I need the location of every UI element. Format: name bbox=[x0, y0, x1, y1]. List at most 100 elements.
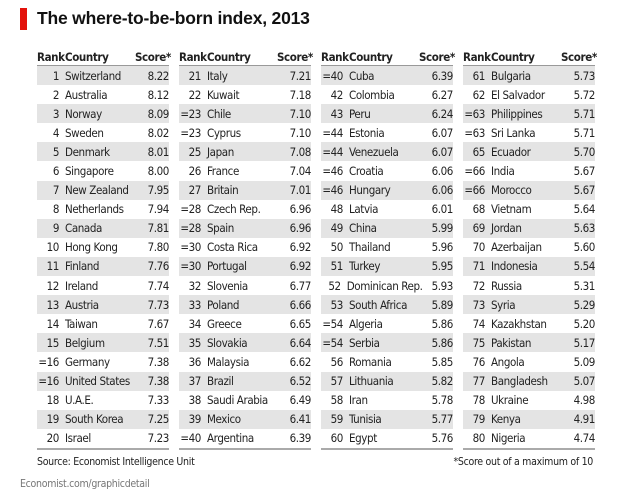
table-row: 70 Azerbaijan 5.60 bbox=[463, 238, 596, 257]
page-title: The where-to-be-born index, 2013 bbox=[37, 8, 310, 28]
header-score: Score* bbox=[135, 49, 171, 64]
country-cell: Angola bbox=[491, 354, 525, 369]
rank-cell: 70 bbox=[472, 240, 486, 255]
rank-cell: 19 bbox=[46, 412, 60, 427]
rank-cell: =63 bbox=[464, 125, 485, 140]
country-cell: Greece bbox=[207, 316, 242, 331]
country-cell: Chile bbox=[207, 106, 231, 121]
score-cell: 5.71 bbox=[573, 106, 596, 121]
country-cell: Sri Lanka bbox=[491, 125, 536, 140]
table-row: 69 Jordan 5.63 bbox=[463, 218, 595, 238]
header-score: Score* bbox=[419, 49, 455, 64]
rank-cell: 53 bbox=[330, 297, 344, 312]
country-cell: Ireland bbox=[65, 278, 98, 293]
rank-cell: 8 bbox=[52, 202, 60, 217]
rank-cell: 75 bbox=[472, 335, 486, 350]
table-row: 68 Vietnam 5.64 bbox=[463, 200, 596, 219]
table-row: 2 Australia 8.12 bbox=[37, 85, 170, 104]
rank-cell: =63 bbox=[464, 106, 485, 121]
table-row: 39 Mexico 6.41 bbox=[179, 409, 311, 429]
rank-cell: 59 bbox=[330, 412, 344, 427]
score-cell: 7.38 bbox=[147, 354, 170, 369]
rank-cell: 42 bbox=[330, 87, 344, 102]
country-cell: Costa Rica bbox=[207, 240, 258, 255]
score-cell: 5.93 bbox=[431, 278, 454, 293]
country-cell: Denmark bbox=[65, 144, 110, 159]
country-cell: Azerbaijan bbox=[491, 240, 542, 255]
country-cell: Cuba bbox=[349, 68, 375, 83]
header-rank: Rank bbox=[179, 49, 207, 64]
score-cell: 5.86 bbox=[431, 316, 454, 331]
country-cell: Britain bbox=[207, 183, 239, 198]
country-cell: Kenya bbox=[491, 412, 521, 427]
table-header: Rank Country Score* bbox=[463, 48, 597, 66]
score-cell: 5.17 bbox=[573, 335, 596, 350]
table-block: Rank Country Score* 61 Bulgaria 5.73 62 El Salv… bbox=[463, 48, 597, 450]
table-row: 18 U.A.E. 7.33 bbox=[37, 391, 170, 410]
score-cell: 5.82 bbox=[431, 374, 454, 389]
table-row: =44 Venezuela 6.07 bbox=[321, 142, 453, 162]
rank-cell: =44 bbox=[322, 125, 343, 140]
country-cell: Japan bbox=[207, 144, 234, 159]
score-cell: 5.64 bbox=[573, 202, 596, 217]
table-row: =16 Germany 7.38 bbox=[37, 352, 169, 371]
table-row: 60 Egypt 5.76 bbox=[321, 429, 454, 448]
rank-cell: 22 bbox=[188, 87, 202, 102]
rank-cell: 52 bbox=[328, 278, 341, 293]
rank-cell: 80 bbox=[472, 431, 486, 446]
brand-bar bbox=[20, 8, 27, 30]
header-score: Score* bbox=[277, 49, 313, 64]
rank-cell: 50 bbox=[330, 240, 344, 255]
score-cell: 7.81 bbox=[147, 221, 170, 236]
rank-cell: 72 bbox=[472, 278, 486, 293]
rank-cell: =30 bbox=[180, 240, 201, 255]
rank-cell: 71 bbox=[472, 259, 486, 274]
header-rank: Rank bbox=[463, 49, 491, 64]
table-row: =30 Costa Rica 6.92 bbox=[179, 238, 311, 257]
country-cell: Germany bbox=[65, 354, 110, 369]
country-cell: Hong Kong bbox=[65, 240, 118, 255]
rank-cell: =16 bbox=[38, 374, 59, 389]
country-cell: Indonesia bbox=[491, 259, 538, 274]
table-row: 77 Bangladesh 5.07 bbox=[463, 371, 595, 391]
source-url: Economist.com/graphicdetail bbox=[20, 478, 150, 490]
table-row: 78 Ukraine 4.98 bbox=[463, 391, 596, 410]
header-rank: Rank bbox=[37, 49, 65, 64]
rank-cell: 49 bbox=[330, 221, 344, 236]
country-cell: Canada bbox=[65, 221, 102, 236]
rank-cell: 6 bbox=[52, 164, 60, 179]
country-cell: Morocco bbox=[491, 183, 532, 198]
table-row: 79 Kenya 4.91 bbox=[463, 409, 595, 429]
table-row: 26 France 7.04 bbox=[179, 161, 312, 180]
score-cell: 5.86 bbox=[431, 335, 454, 350]
score-cell: 7.94 bbox=[147, 202, 170, 217]
rank-cell: 25 bbox=[188, 144, 202, 159]
rank-cell: 58 bbox=[330, 393, 344, 408]
country-cell: Taiwan bbox=[65, 316, 98, 331]
rank-cell: 1 bbox=[52, 68, 60, 83]
score-cell: 7.18 bbox=[289, 87, 312, 102]
score-cell: 6.24 bbox=[431, 106, 454, 121]
country-cell: Estonia bbox=[349, 125, 385, 140]
rank-cell: 43 bbox=[330, 106, 344, 121]
score-cell: 5.89 bbox=[431, 297, 454, 312]
country-cell: Hungary bbox=[349, 183, 391, 198]
country-cell: Ukraine bbox=[491, 393, 529, 408]
score-cell: 6.49 bbox=[289, 393, 312, 408]
rank-cell: =23 bbox=[180, 106, 201, 121]
score-cell: 8.22 bbox=[147, 68, 170, 83]
score-cell: 6.96 bbox=[289, 221, 312, 236]
table-row: 8 Netherlands 7.94 bbox=[37, 200, 170, 219]
score-cell: 5.60 bbox=[573, 240, 596, 255]
rank-cell: 5 bbox=[52, 144, 60, 159]
table-row: 75 Pakistan 5.17 bbox=[463, 333, 596, 353]
rank-cell: 76 bbox=[472, 354, 486, 369]
country-cell: Portugal bbox=[207, 259, 247, 274]
country-cell: Slovenia bbox=[207, 278, 248, 293]
table-row: 4 Sweden 8.02 bbox=[37, 123, 170, 142]
table-row: 14 Taiwan 7.67 bbox=[37, 314, 170, 333]
country-cell: U.A.E. bbox=[65, 393, 94, 408]
country-cell: Mexico bbox=[207, 412, 241, 427]
score-cell: 7.67 bbox=[147, 316, 170, 331]
rank-cell: 15 bbox=[46, 335, 60, 350]
